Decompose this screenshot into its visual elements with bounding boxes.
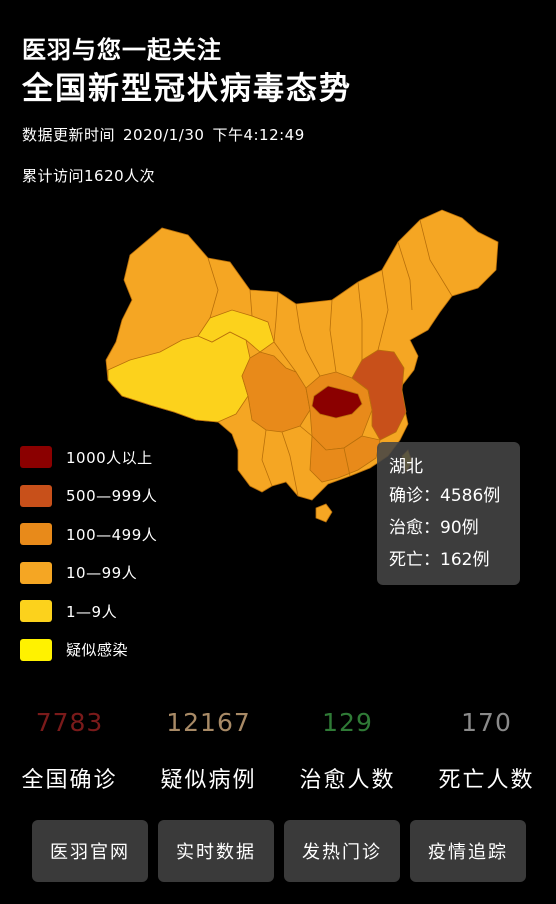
stat-value: 7783: [35, 708, 104, 737]
legend-label: 1000人以上: [66, 448, 153, 467]
legend-swatch: [20, 561, 52, 584]
tooltip-region-name: 湖北: [389, 457, 423, 477]
legend-label: 100—499人: [66, 525, 158, 544]
realtime-data-button[interactable]: 实时数据: [158, 820, 274, 882]
header: 医羽与您一起关注 全国新型冠状病毒态势 数据更新时间 2020/1/30 下午4:1…: [22, 34, 352, 186]
province-borders: [207, 219, 453, 497]
page-title: 全国新型冠状病毒态势: [22, 71, 352, 107]
stat-suspected: 12167 疑似病例: [139, 708, 278, 794]
legend-swatch: [20, 523, 52, 546]
stat-deaths: 170 死亡人数: [417, 708, 556, 794]
region-tooltip: 湖北 确诊：4586例 治愈：90例 死亡：162例: [377, 442, 520, 585]
tooltip-confirmed: 确诊：4586例: [389, 480, 520, 512]
stat-value: 12167: [166, 708, 251, 737]
update-label: 数据更新时间: [22, 126, 116, 144]
update-date: 2020/1/30: [123, 126, 205, 144]
legend-item[interactable]: 10—99人: [20, 554, 157, 593]
stat-value: 129: [322, 708, 373, 737]
map-region-hainan[interactable]: [315, 503, 333, 523]
tooltip-confirmed-value: 4586例: [440, 486, 501, 506]
legend-item[interactable]: 疑似感染: [20, 631, 157, 670]
legend-swatch: [20, 484, 52, 507]
stats-row: 7783 全国确诊 12167 疑似病例 129 治愈人数 170 死亡人数: [0, 708, 556, 794]
tooltip-cured-value: 90例: [440, 518, 479, 538]
legend-swatch: [20, 600, 52, 623]
tooltip-confirmed-label: 确诊：: [389, 486, 440, 506]
stat-label: 全国确诊: [21, 768, 118, 793]
fever-clinic-button[interactable]: 发热门诊: [284, 820, 400, 882]
map-region-hubei[interactable]: [311, 385, 363, 419]
map-region-sichuan[interactable]: [241, 351, 311, 433]
official-site-button[interactable]: 医羽官网: [32, 820, 148, 882]
header-subtitle: 医羽与您一起关注: [22, 36, 222, 64]
tooltip-death: 死亡：162例: [389, 544, 520, 576]
map-region-guangdong[interactable]: [309, 435, 381, 483]
update-clock: 下午4:12:49: [212, 126, 305, 144]
epidemic-tracking-button[interactable]: 疫情追踪: [410, 820, 526, 882]
legend-item[interactable]: 1—9人: [20, 592, 157, 631]
stat-label: 治愈人数: [299, 768, 396, 793]
legend-item[interactable]: 500—999人: [20, 477, 157, 516]
legend-swatch: [20, 638, 52, 661]
bottom-nav: 医羽官网 实时数据 发热门诊 疫情追踪: [32, 820, 526, 882]
legend-label: 1—9人: [66, 602, 118, 621]
legend-item[interactable]: 1000人以上: [20, 438, 157, 477]
legend-label: 疑似感染: [66, 641, 129, 660]
stat-value: 170: [461, 708, 512, 737]
legend-label: 10—99人: [66, 564, 138, 583]
update-time: 数据更新时间 2020/1/30 下午4:12:49: [22, 124, 352, 145]
stat-label: 疑似病例: [160, 768, 257, 793]
tooltip-cured-label: 治愈：: [389, 518, 440, 538]
legend-item[interactable]: 100—499人: [20, 515, 157, 554]
stat-confirmed: 7783 全国确诊: [0, 708, 139, 794]
map-legend: 1000人以上 500—999人 100—499人 10—99人 1—9人 疑似…: [20, 438, 157, 669]
legend-label: 500—999人: [66, 487, 158, 506]
tooltip-death-label: 死亡：: [389, 550, 440, 570]
legend-swatch: [20, 446, 52, 469]
visit-count: 累计访问1620人次: [22, 167, 156, 185]
tooltip-cured: 治愈：90例: [389, 512, 520, 544]
tooltip-death-value: 162例: [440, 550, 490, 570]
stat-label: 死亡人数: [438, 768, 535, 793]
stat-cured: 129 治愈人数: [278, 708, 417, 794]
